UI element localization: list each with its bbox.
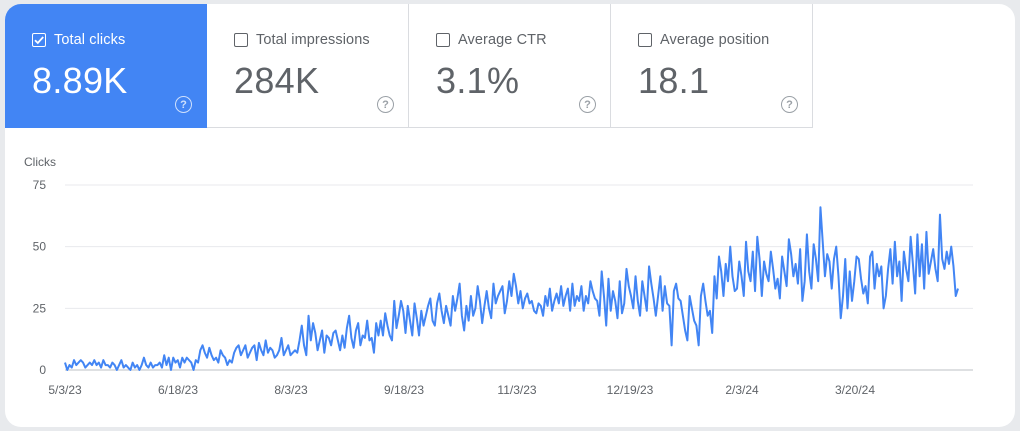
metric-total-impressions[interactable]: Total impressions 284K ? <box>207 4 409 128</box>
metric-value: 18.1 <box>638 60 710 101</box>
checkbox-checked-icon[interactable] <box>32 33 46 47</box>
y-tick-label: 50 <box>33 240 47 254</box>
help-icon[interactable]: ? <box>175 96 192 113</box>
x-tick-label: 5/3/23 <box>48 383 82 397</box>
x-tick-label: 6/18/23 <box>158 383 198 397</box>
y-tick-label: 0 <box>39 363 46 377</box>
clicks-series-line <box>64 206 959 371</box>
metric-label: Total impressions <box>256 32 370 48</box>
metric-average-ctr[interactable]: Average CTR 3.1% ? <box>409 4 611 128</box>
metric-average-position[interactable]: Average position 18.1 ? <box>611 4 813 128</box>
metric-tabs: Total clicks 8.89K ? Total impressions 2… <box>5 4 813 128</box>
x-tick-label: 9/18/23 <box>384 383 424 397</box>
metric-value: 284K <box>234 60 320 101</box>
metric-label: Average CTR <box>458 32 547 48</box>
x-tick-label: 3/20/24 <box>835 383 875 397</box>
clicks-chart: Clicks 0 25 50 75 5/3/23 6/18/23 8/3/23 9/18/23… <box>5 128 1015 427</box>
help-icon[interactable]: ? <box>579 96 596 113</box>
metric-value: 3.1% <box>436 60 520 101</box>
metric-total-clicks[interactable]: Total clicks 8.89K ? <box>5 4 207 128</box>
performance-card: Total clicks 8.89K ? Total impressions 2… <box>5 4 1015 427</box>
help-icon[interactable]: ? <box>377 96 394 113</box>
x-tick-label: 8/3/23 <box>274 383 308 397</box>
checkbox-unchecked-icon[interactable] <box>436 33 450 47</box>
y-axis-label: Clicks <box>24 155 56 169</box>
metric-label: Total clicks <box>54 32 126 48</box>
checkbox-unchecked-icon[interactable] <box>638 33 652 47</box>
y-tick-label: 25 <box>33 301 47 315</box>
chart-svg: 0 25 50 75 5/3/23 6/18/23 8/3/23 9/18/23 11/3/23… <box>33 178 973 397</box>
metric-value: 8.89K <box>32 60 128 101</box>
x-tick-label: 11/3/23 <box>497 383 536 397</box>
checkbox-unchecked-icon[interactable] <box>234 33 248 47</box>
x-tick-label: 2/3/24 <box>725 383 759 397</box>
metric-label: Average position <box>660 32 770 48</box>
x-tick-label: 12/19/23 <box>607 383 654 397</box>
help-icon[interactable]: ? <box>781 96 798 113</box>
y-tick-label: 75 <box>33 178 47 192</box>
